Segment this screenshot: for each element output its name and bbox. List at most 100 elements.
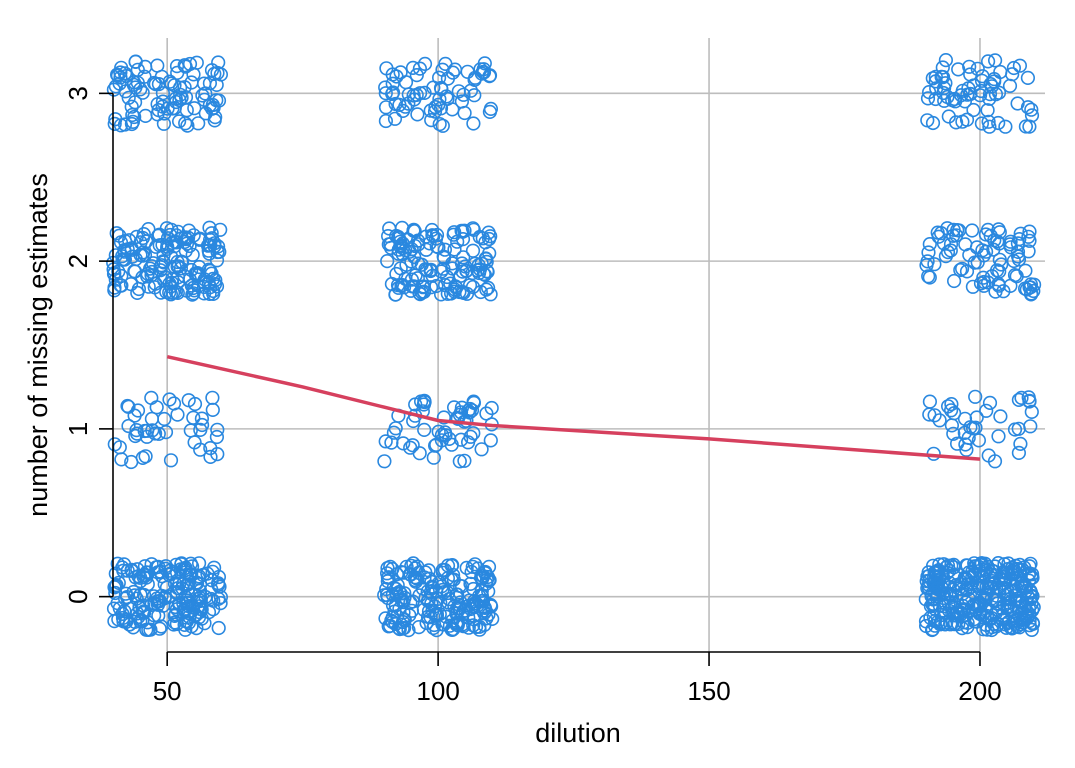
scatter-point [478, 565, 493, 581]
scatter-point [974, 556, 989, 571]
scatter-point [405, 594, 420, 609]
scatter-point [973, 605, 988, 621]
scatter-point [1023, 419, 1038, 434]
scatter-point [107, 116, 122, 131]
scatter-point [922, 407, 937, 422]
scatter-point [386, 580, 401, 595]
scatter-point [987, 53, 1003, 68]
scatter-point [411, 619, 427, 635]
scatter-point [990, 616, 1006, 632]
scatter-point [207, 113, 222, 128]
scatter-point [185, 287, 200, 302]
scatter-point [388, 421, 403, 436]
scatter-point [925, 115, 941, 131]
scatter-point [418, 262, 433, 277]
scatter-point [204, 231, 220, 246]
scatter-point [424, 112, 439, 128]
scatter-point [157, 411, 172, 427]
scatter-point [406, 556, 421, 571]
scatter-point [991, 85, 1007, 100]
scatter-point [444, 558, 459, 573]
scatter-point [206, 593, 221, 608]
scatter-point [429, 239, 444, 254]
scatter-point [128, 95, 143, 110]
scatter-point [195, 88, 210, 103]
scatter-point [991, 115, 1006, 131]
scatter-point [417, 422, 432, 438]
scatter-point [944, 589, 960, 605]
scatter-point [996, 565, 1011, 580]
scatter-point [194, 411, 209, 426]
scatter-point [135, 230, 150, 246]
scatter-point [933, 617, 948, 632]
scatter-point [110, 556, 125, 571]
scatter-point [1009, 593, 1024, 608]
scatter-point [195, 417, 210, 433]
scatter-point [982, 86, 998, 102]
scatter-point [144, 390, 159, 406]
scatter-point [966, 102, 981, 118]
x-tick-label: 100 [416, 676, 459, 706]
scatter-point [184, 567, 199, 582]
scatter-point [381, 229, 396, 244]
scatter-point [980, 585, 995, 601]
scatter-point [378, 434, 393, 449]
scatter-point [946, 273, 962, 289]
scatter-point [998, 119, 1013, 134]
scatter-point [456, 250, 471, 265]
scatter-point [377, 454, 392, 469]
scatter-point [133, 570, 148, 585]
x-tick-label: 200 [958, 676, 1001, 706]
scatter-point [1011, 392, 1027, 408]
scatter-point [1006, 60, 1022, 76]
y-tick-label: 2 [63, 254, 93, 268]
scatter-point [946, 567, 961, 583]
scatter-point [179, 595, 194, 610]
scatter-point [124, 454, 139, 470]
scatter-point [179, 232, 194, 247]
scatter-point [126, 77, 141, 92]
scatter-point [482, 231, 497, 247]
scatter-point [133, 247, 148, 263]
scatter-point [148, 426, 163, 441]
scatter-point [162, 392, 177, 407]
scatter-point [452, 597, 467, 613]
scatter-point [996, 576, 1012, 591]
scatter-point [938, 52, 954, 68]
scatter-point [177, 617, 192, 633]
scatter-point [1010, 96, 1025, 111]
scatter-point [479, 611, 494, 626]
scatter-point [192, 599, 207, 614]
scatter-point [410, 107, 425, 122]
scatter-point [213, 595, 228, 611]
scatter-point [106, 82, 121, 97]
scatter-point [388, 581, 404, 597]
scatter-point [108, 566, 123, 581]
scatter-point [484, 400, 499, 416]
scatter-point [435, 562, 450, 578]
scatter-point [421, 563, 436, 578]
scatter-point [129, 591, 144, 606]
scatter-point [960, 615, 975, 631]
scatter-point [946, 222, 961, 237]
scatter-point [417, 570, 432, 585]
scatter-point [107, 580, 122, 595]
scatter-point [1024, 286, 1039, 301]
scatter-point [128, 428, 143, 444]
scatter-point [955, 598, 970, 613]
scatter-point [378, 113, 394, 129]
scatter-point [124, 99, 139, 114]
scatter-point [205, 390, 220, 405]
scatter-point [156, 247, 171, 263]
scatter-point [379, 61, 394, 76]
scatter-point [167, 615, 182, 630]
scatter-point [942, 575, 957, 591]
scatter-point [209, 429, 224, 445]
scatter-point [946, 557, 961, 573]
scatter-point [115, 610, 131, 626]
scatter-point [957, 94, 973, 109]
scatter-point [397, 620, 412, 636]
scatter-point [170, 224, 186, 239]
scatter-point [1001, 615, 1016, 630]
